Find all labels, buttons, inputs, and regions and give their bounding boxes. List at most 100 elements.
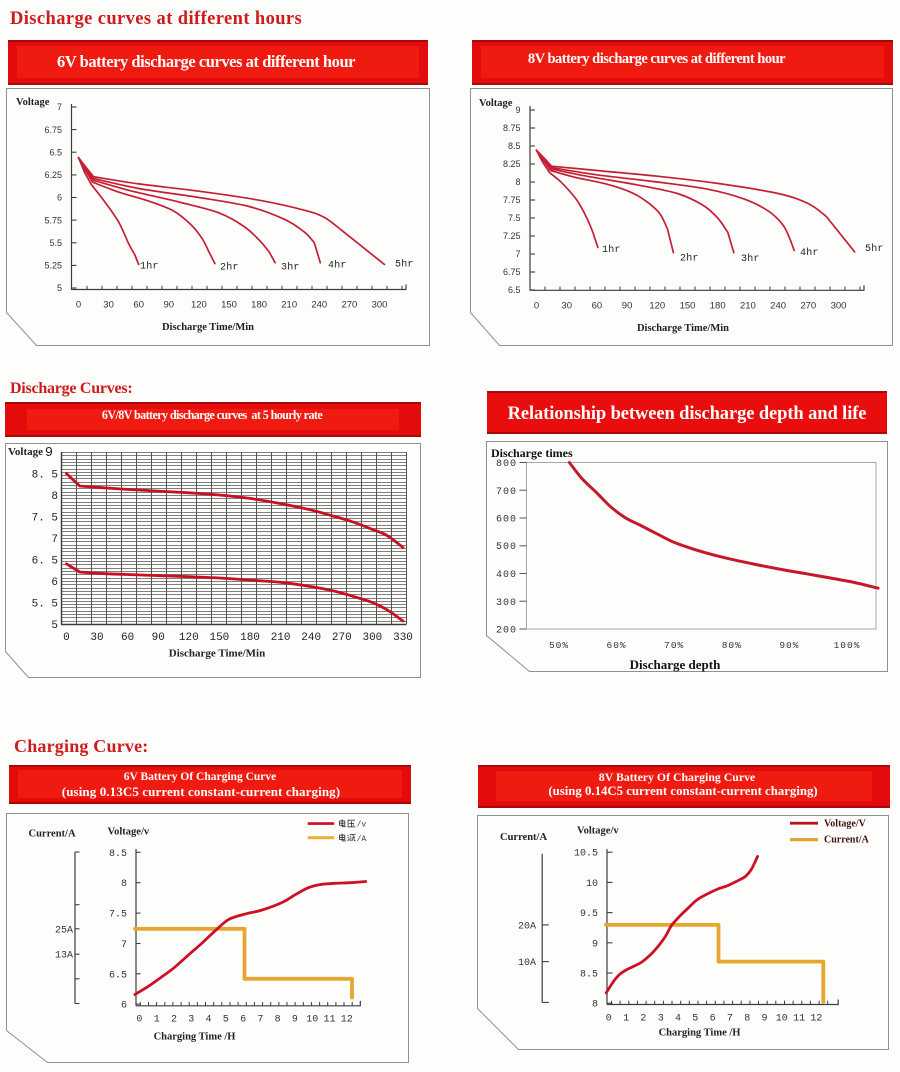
svg-text:10.5: 10.5 — [574, 849, 598, 860]
svg-text:150: 150 — [221, 300, 237, 311]
svg-text:11: 11 — [323, 1015, 335, 1026]
svg-text:Discharge times: Discharge times — [491, 446, 573, 460]
svg-text:3hr: 3hr — [281, 262, 300, 274]
svg-text:60: 60 — [592, 301, 603, 312]
svg-text:600: 600 — [496, 515, 517, 526]
svg-text:5.25: 5.25 — [44, 261, 62, 271]
svg-text:240: 240 — [301, 632, 321, 644]
svg-text:4: 4 — [205, 1015, 211, 1026]
svg-text:1: 1 — [154, 1015, 160, 1026]
svg-text:300: 300 — [496, 598, 517, 609]
svg-text:10: 10 — [776, 1014, 788, 1025]
svg-text:5: 5 — [57, 283, 62, 293]
svg-text:25A: 25A — [55, 925, 73, 936]
svg-text:6.75: 6.75 — [503, 267, 521, 277]
svg-text:1hr: 1hr — [140, 261, 159, 273]
svg-text:270: 270 — [800, 301, 816, 312]
svg-text:0: 0 — [534, 301, 539, 312]
svg-text:30: 30 — [90, 632, 103, 644]
svg-text:400: 400 — [496, 570, 517, 581]
svg-text:6: 6 — [710, 1014, 716, 1025]
svg-text:4hr: 4hr — [800, 247, 819, 259]
svg-text:1: 1 — [623, 1014, 629, 1025]
svg-text:200: 200 — [496, 626, 517, 637]
svg-text:6: 6 — [51, 577, 58, 589]
svg-text:3: 3 — [658, 1014, 664, 1025]
svg-text:80%: 80% — [722, 640, 742, 651]
svg-text:8: 8 — [592, 1000, 598, 1011]
svg-text:7: 7 — [257, 1015, 263, 1026]
svg-text:8: 8 — [51, 491, 58, 503]
svg-text:60: 60 — [121, 632, 134, 644]
svg-text:0: 0 — [136, 1015, 142, 1026]
svg-text:270: 270 — [332, 632, 352, 644]
svg-text:5. 5: 5. 5 — [32, 599, 58, 611]
svg-text:8.5: 8.5 — [508, 141, 521, 151]
svg-text:Charging Time /H: Charging Time /H — [659, 1028, 741, 1039]
svg-text:8: 8 — [515, 177, 520, 187]
svg-text:7: 7 — [727, 1014, 733, 1025]
svg-text:11: 11 — [793, 1014, 805, 1025]
svg-text:180: 180 — [710, 301, 726, 312]
svg-text:9: 9 — [45, 446, 53, 461]
svg-text:6. 5: 6. 5 — [32, 556, 58, 568]
svg-text:6: 6 — [57, 193, 62, 203]
svg-text:210: 210 — [740, 301, 756, 312]
svg-text:5hr: 5hr — [865, 243, 884, 255]
svg-text:1hr: 1hr — [602, 244, 621, 256]
svg-text:210: 210 — [271, 632, 291, 644]
svg-text:5: 5 — [223, 1015, 229, 1026]
svg-text:5: 5 — [692, 1014, 698, 1025]
svg-text:210: 210 — [281, 300, 297, 311]
svg-text:Current/A: Current/A — [500, 832, 547, 843]
svg-text:20A: 20A — [518, 921, 536, 932]
svg-text:9: 9 — [592, 939, 598, 950]
svg-text:7.25: 7.25 — [503, 231, 521, 241]
svg-text:240: 240 — [311, 300, 327, 311]
svg-text:8.5: 8.5 — [109, 849, 127, 860]
svg-text:300: 300 — [362, 632, 382, 644]
svg-text:240: 240 — [770, 301, 786, 312]
svg-text:Voltage: Voltage — [8, 446, 43, 458]
svg-text:7.5: 7.5 — [109, 910, 127, 921]
svg-text:50%: 50% — [549, 640, 569, 651]
svg-text:8.25: 8.25 — [503, 159, 521, 169]
svg-text:3hr: 3hr — [741, 253, 760, 265]
svg-text:Discharge Time/Min: Discharge Time/Min — [637, 323, 729, 334]
svg-text:Discharge depth: Discharge depth — [630, 657, 721, 672]
svg-text:10: 10 — [586, 879, 598, 890]
svg-text:2hr: 2hr — [220, 262, 239, 274]
svg-text:/A: /A — [357, 835, 367, 844]
svg-text:Voltage: Voltage — [479, 98, 513, 109]
svg-text:9: 9 — [292, 1015, 298, 1026]
svg-text:90%: 90% — [779, 640, 799, 651]
svg-text:0: 0 — [63, 632, 70, 644]
svg-text:3: 3 — [188, 1015, 194, 1026]
svg-text:90: 90 — [622, 301, 633, 312]
svg-text:7: 7 — [121, 940, 127, 951]
svg-text:120: 120 — [191, 300, 207, 311]
svg-text:Discharge Time/Min: Discharge Time/Min — [169, 648, 265, 660]
svg-text:Current/A: Current/A — [29, 829, 76, 840]
svg-text:9: 9 — [515, 105, 520, 115]
svg-text:8: 8 — [744, 1014, 750, 1025]
svg-text:100%: 100% — [834, 640, 861, 651]
svg-text:300: 300 — [372, 300, 388, 311]
svg-text:270: 270 — [341, 300, 357, 311]
svg-text:10: 10 — [306, 1015, 318, 1026]
svg-text:2: 2 — [171, 1015, 177, 1026]
svg-text:9.5: 9.5 — [580, 909, 598, 920]
svg-text:70%: 70% — [664, 640, 684, 651]
svg-text:6.5: 6.5 — [508, 285, 521, 295]
svg-text:13A: 13A — [55, 951, 73, 962]
svg-text:800: 800 — [496, 459, 517, 470]
svg-text:7. 5: 7. 5 — [32, 513, 58, 525]
svg-text:Voltage: Voltage — [16, 97, 50, 108]
svg-text:90: 90 — [152, 632, 165, 644]
svg-text:90: 90 — [164, 300, 175, 311]
svg-text:Voltage/V: Voltage/V — [824, 819, 867, 830]
svg-text:4hr: 4hr — [328, 260, 347, 272]
svg-text:4: 4 — [675, 1014, 681, 1025]
svg-text:120: 120 — [649, 301, 665, 312]
svg-text:5hr: 5hr — [395, 259, 414, 271]
